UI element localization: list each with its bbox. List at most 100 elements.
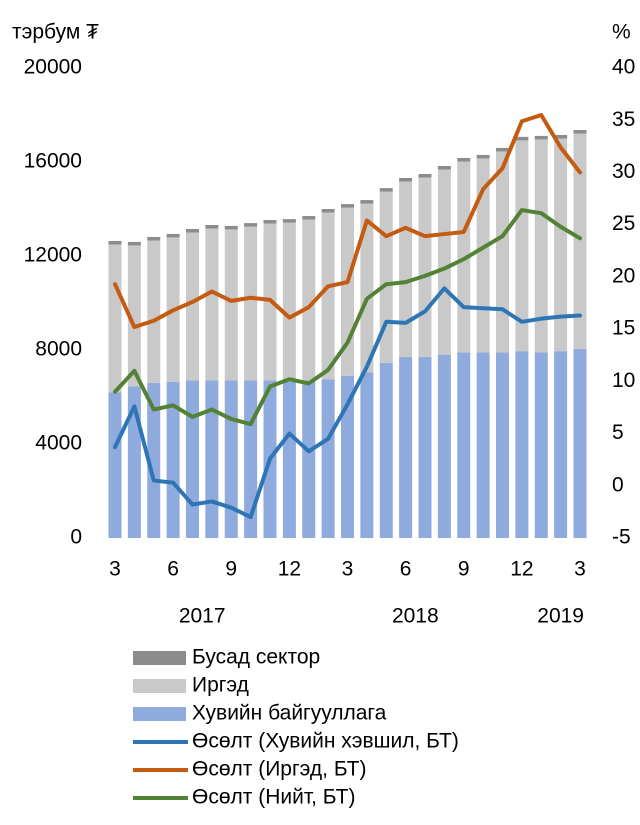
bar-segment	[127, 245, 141, 387]
bar-segment	[573, 133, 587, 349]
bar-segment	[515, 351, 529, 538]
y-tick-label: 16000	[24, 150, 82, 173]
bar-segment	[224, 225, 238, 230]
bar-segment	[282, 381, 296, 538]
bar-segment	[244, 226, 258, 381]
bar-segment	[573, 348, 587, 538]
bar-segment	[534, 139, 548, 353]
bar-segment	[418, 173, 432, 178]
x-tick-label: 12	[510, 558, 533, 581]
legend-label: Өсөлт (Хувийн хэвшил, БТ)	[192, 730, 459, 753]
bar-segment	[205, 224, 219, 229]
x-tick-label: 3	[574, 558, 586, 581]
y2-tick-label: 5	[612, 421, 624, 444]
bar-segment	[302, 219, 316, 381]
bar-segment	[341, 204, 354, 208]
x-group-label: 2018	[392, 605, 439, 628]
y2-tick-label: 20	[612, 264, 635, 287]
legend-label: Бусад сектор	[192, 646, 320, 669]
x-tick-label: 9	[458, 558, 470, 581]
bar-segment	[147, 240, 161, 383]
y2-tick-label: 35	[612, 108, 635, 131]
y-tick-label: 4000	[35, 432, 82, 455]
bar-segment	[399, 177, 413, 182]
bar-segment	[554, 134, 568, 139]
x-tick-label: 3	[342, 558, 354, 581]
x-group-label: 2019	[537, 605, 584, 628]
bar-segment	[437, 354, 451, 538]
bar-segment	[496, 352, 509, 538]
bar-segment	[108, 392, 122, 538]
bar-segment	[224, 380, 238, 538]
bar-segment	[360, 200, 374, 204]
y2-tick-label: 40	[612, 56, 635, 79]
bar-segment	[379, 362, 393, 538]
x-tick-label: 12	[278, 558, 301, 581]
bar-segment	[476, 158, 490, 353]
bar-segment	[534, 352, 548, 538]
bar-segment	[321, 209, 335, 213]
x-tick-label: 6	[167, 558, 179, 581]
bar-segment	[282, 219, 296, 223]
legend-label: Иргэд	[192, 674, 249, 697]
y2-tick-label: 15	[612, 317, 635, 340]
y-tick-label: 8000	[35, 338, 82, 361]
bar-segment	[224, 229, 238, 381]
y-tick-label: 20000	[24, 56, 82, 79]
legend-label: Өсөлт (Нийт, БТ)	[192, 786, 355, 809]
bar-segment	[496, 147, 509, 152]
bar-segment	[127, 241, 141, 246]
bar-segment	[418, 357, 432, 538]
y2-tick-label: 30	[612, 160, 635, 183]
y-tick-label: 0	[70, 526, 82, 549]
bar-segment	[302, 216, 316, 220]
bar-segment	[476, 154, 490, 159]
bar-segment	[573, 130, 587, 134]
bar-segment	[457, 352, 471, 538]
x-tick-label: 9	[225, 558, 237, 581]
y-axis-label: тэрбум ₮	[12, 21, 99, 44]
bar-segment	[476, 352, 490, 538]
bar-segment	[418, 177, 432, 358]
bar-segment	[321, 379, 335, 538]
y2-tick-label: 0	[612, 473, 624, 496]
y2-tick-label: -5	[612, 526, 631, 549]
x-group-label: 2017	[179, 605, 226, 628]
y-tick-label: 12000	[24, 244, 82, 267]
bar-segment	[496, 151, 509, 353]
bar-segment	[360, 203, 374, 373]
bar-segment	[186, 228, 199, 233]
legend-swatch	[133, 651, 186, 665]
y2-tick-label: 10	[612, 369, 635, 392]
bar-segment	[515, 136, 529, 141]
bar-segment	[147, 382, 161, 538]
bar-segment	[263, 220, 277, 224]
bar-segment	[554, 138, 568, 352]
legend-label: Хувийн байгууллага	[192, 702, 387, 725]
bar-segment	[166, 233, 180, 238]
line-series	[113, 208, 582, 427]
bar-segment	[108, 244, 122, 393]
bar-segment	[282, 222, 296, 382]
x-tick-label: 3	[109, 558, 121, 581]
bar-segment	[108, 240, 122, 245]
bar-segment	[360, 372, 374, 538]
legend-swatch	[133, 707, 186, 721]
bar-segment	[321, 212, 335, 380]
y2-axis-label: %	[612, 21, 631, 44]
bar-segment	[186, 232, 199, 381]
bar-segment	[244, 223, 258, 227]
bar-segment	[534, 135, 548, 140]
legend-label: Өсөлт (Иргэд, БТ)	[192, 758, 366, 781]
x-tick-label: 6	[400, 558, 412, 581]
bar-segment	[341, 375, 354, 538]
bar-segment	[437, 165, 451, 170]
bar-segment	[515, 140, 529, 352]
bar-segment	[205, 380, 219, 538]
bar-segment	[205, 228, 219, 381]
bar-segment	[457, 158, 471, 162]
bar-segment	[554, 351, 568, 538]
bar-segment	[437, 169, 451, 355]
